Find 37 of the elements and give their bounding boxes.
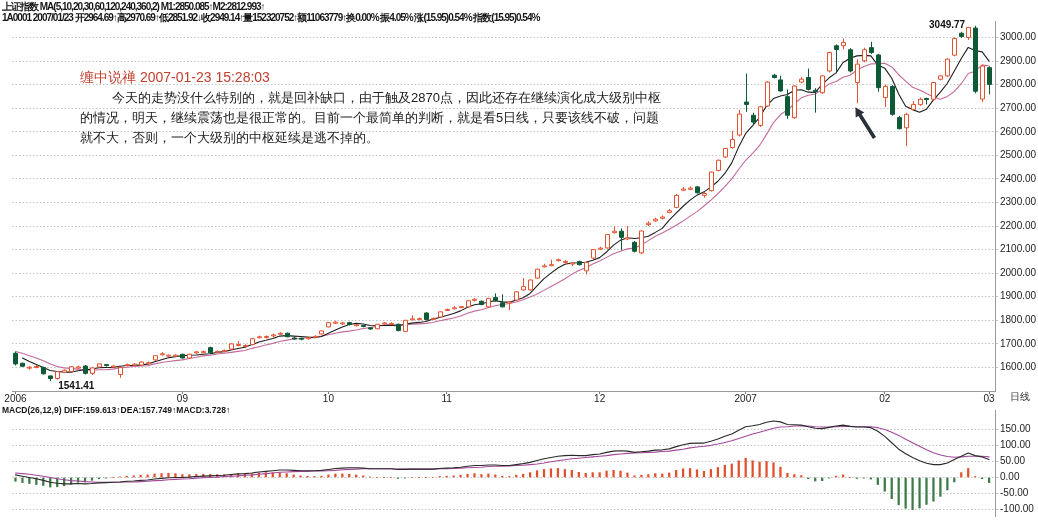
y-tick-label: 100.00 (1000, 439, 1032, 451)
y-tick-label: 1900.00 (1000, 290, 1037, 302)
x-tick-label: 02 (879, 392, 891, 404)
y-tick-label: 50.00 (1000, 455, 1026, 467)
x-tick-label: 11 (441, 392, 453, 404)
y-tick-label: 3000.00 (1000, 31, 1037, 43)
y-tick-label: 2300.00 (1000, 196, 1037, 208)
y-tick-label: -100.00 (1000, 503, 1035, 515)
y-tick-label: 2800.00 (1000, 78, 1037, 90)
annotation: 1541.41 (58, 379, 95, 391)
y-tick-label: 0.00 (1000, 471, 1020, 483)
chart-subtitle: 1A0001 2007/01/23 开2964.69↑高2970.69↑低2851.92↓收2949.14↑量152320752↑额11063779↑换0.00% 振4.05% 涨(15.95)0.54% 指数(15.95)0.54% (2, 12, 540, 23)
y-tick-label: 2900.00 (1000, 54, 1037, 66)
chart-title: 上证指数 MA(5,10,20,30,60,120,240,360,2) M1:2850.085↑M2:2812.993↑ (2, 1, 265, 12)
x-tick-label: 03 (983, 392, 996, 404)
x-tick-label: 10 (322, 392, 335, 404)
x-tick-label: 09 (176, 392, 189, 404)
annotation: 缠中说禅 2007-01-23 15:28:03 (80, 68, 270, 86)
y-tick-label: 2600.00 (1000, 125, 1037, 137)
annotation: 今天的走势没什么特别的，就是回补缺口，由于触及2870点，因此还存在继续演化成大级别中枢的情况，明天，继续震荡也是很正常的。目前一个最简单的判断，就是看5日线，只要该线不破，问题就不大，否则，一个大级别的中枢延续是逃不掉的。 (80, 89, 661, 147)
x-tick-label: 2007 (734, 392, 758, 404)
annotation: 3049.77 (929, 19, 966, 31)
y-tick-label: 2400.00 (1000, 172, 1037, 184)
y-tick-label: 2700.00 (1000, 101, 1037, 113)
x-tick-label: 12 (594, 392, 606, 404)
y-tick-label: 1600.00 (1000, 361, 1037, 373)
y-tick-label: 1800.00 (1000, 314, 1037, 326)
y-tick-label: 150.00 (1000, 423, 1032, 435)
y-tick-label: 2100.00 (1000, 243, 1037, 255)
text: 日线 (1010, 391, 1030, 402)
y-tick-label: 2000.00 (1000, 266, 1037, 278)
chart-title: MACD(26,12,9) DIFF:159.613↑DEA:157.749↑MACD:3.728↑ (2, 405, 231, 415)
y-tick-label: -50.00 (1000, 487, 1029, 499)
y-tick-label: 1700.00 (1000, 337, 1037, 349)
y-tick-label: 2200.00 (1000, 219, 1037, 231)
y-tick-label: 2500.00 (1000, 149, 1037, 161)
x-tick-label: 2006 (4, 392, 28, 404)
